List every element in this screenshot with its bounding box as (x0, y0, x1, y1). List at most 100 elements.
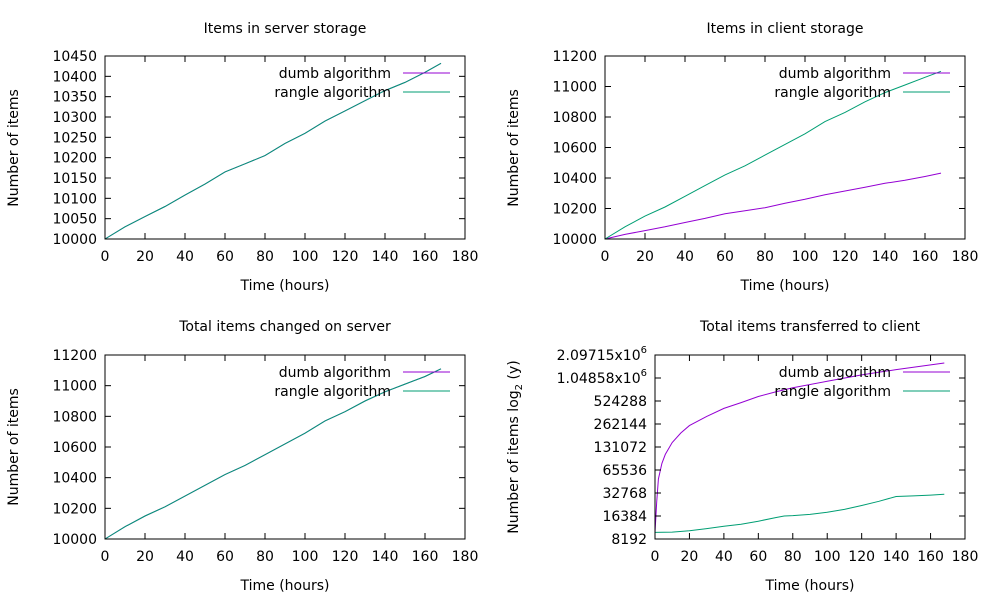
y-tick-label: 10000 (552, 232, 597, 248)
axis-ticks (104, 55, 466, 240)
axis-ticks (604, 55, 966, 240)
x-tick-label: 80 (256, 249, 274, 265)
plot-series (104, 368, 442, 540)
y-tick-label: 11000 (52, 379, 97, 395)
y-tick-label: 10250 (52, 130, 97, 146)
y-axis-label-main: Number of items log (506, 390, 522, 533)
chart-panel-changed-on-server: Total items changed on server 0 20 40 60 80 1… (6, 319, 478, 594)
series-line-dumb (604, 172, 942, 240)
x-tick-label: 40 (676, 249, 694, 265)
y-tick-label: 10400 (52, 471, 97, 487)
x-tick-label: 160 (912, 249, 939, 265)
y-tick-label: 10300 (52, 110, 97, 126)
y-tick-label: 10600 (552, 141, 597, 157)
x-tick-label: 40 (715, 549, 733, 565)
x-tick-label: 40 (176, 549, 194, 565)
y-tick-label: 10600 (52, 440, 97, 456)
x-tick-label: 160 (917, 549, 944, 565)
y-axis-label: Number of items (6, 89, 22, 207)
x-tick-label: 160 (412, 549, 439, 565)
legend-label-rangle: rangle algorithm (274, 85, 391, 101)
y-axis-label: Number of items (6, 388, 22, 506)
y-tick-label: 1.04858x106 (557, 368, 647, 387)
y-tick-label: 10000 (52, 532, 97, 548)
legend-label-rangle: rangle algorithm (774, 85, 891, 101)
chart-title: Items in client storage (707, 21, 864, 37)
y-tick-label: 10100 (52, 191, 97, 207)
chart-title: Total items transferred to client (699, 319, 920, 335)
x-tick-label: 0 (101, 549, 110, 565)
chart-legend: dumb algorithm rangle algorithm (774, 66, 950, 101)
chart-legend: dumb algorithm rangle algorithm (274, 365, 450, 400)
plot-frame (654, 354, 966, 540)
x-tick-label: 0 (601, 249, 610, 265)
x-axis-label: Time (hours) (765, 578, 855, 594)
y-tick-label: 10200 (552, 202, 597, 218)
x-tick-label: 100 (292, 249, 319, 265)
x-tick-label: 0 (101, 249, 110, 265)
x-tick-label: 100 (792, 249, 819, 265)
x-tick-labels: 0 20 40 60 80 100 120 140 160 180 (601, 249, 979, 265)
plot-frame (104, 55, 466, 240)
x-tick-label: 80 (784, 549, 802, 565)
y-tick-label: 10200 (52, 501, 97, 517)
legend-label-dumb: dumb algorithm (779, 365, 891, 381)
y-tick-label: 10400 (552, 171, 597, 187)
x-tick-label: 20 (136, 549, 154, 565)
x-axis-label: Time (hours) (240, 278, 330, 294)
plot-series (604, 70, 942, 240)
x-tick-label: 140 (883, 549, 910, 565)
series-line-rangle (604, 70, 942, 240)
y-tick-label: 16384 (602, 509, 647, 525)
y-tick-labels: 10000 10200 10400 10600 10800 11000 11200 (552, 49, 597, 248)
y-tick-label: 11000 (552, 80, 597, 96)
x-tick-labels: 0 20 40 60 80 100 120 140 160 180 (101, 549, 479, 565)
y-tick-label: 11200 (52, 348, 97, 364)
y-tick-label: 10000 (52, 232, 97, 248)
x-tick-label: 100 (814, 549, 841, 565)
y-tick-label: 65536 (602, 463, 647, 479)
plot-frame (604, 55, 966, 240)
y-tick-labels: 10000 10050 10100 10150 10200 10250 10300 10350… (52, 49, 97, 248)
x-tick-labels: 0 20 40 60 80 100 120 140 160 180 (651, 549, 979, 565)
x-tick-label: 60 (216, 549, 234, 565)
y-axis-label-tail: (y) (506, 360, 522, 384)
legend-label-dumb: dumb algorithm (779, 66, 891, 82)
x-tick-label: 120 (848, 549, 875, 565)
y-axis-label-subscript: 2 (514, 384, 525, 390)
x-tick-label: 180 (452, 249, 479, 265)
y-axis-label: Number of items (506, 89, 522, 207)
x-tick-label: 160 (412, 249, 439, 265)
x-tick-label: 140 (372, 549, 399, 565)
x-tick-label: 120 (832, 249, 859, 265)
chart-title: Items in server storage (204, 21, 367, 37)
plot-frame (104, 354, 466, 540)
chart-legend: dumb algorithm rangle algorithm (774, 365, 950, 400)
y-axis-label-log: Number of items log2 (y) (506, 360, 525, 533)
x-tick-label: 60 (216, 249, 234, 265)
x-tick-label: 20 (681, 549, 699, 565)
x-tick-label: 60 (716, 249, 734, 265)
series-line-rangle (654, 493, 945, 533)
x-tick-label: 120 (332, 549, 359, 565)
chart-panel-server-storage: Items in server storage 0 20 40 60 80 100 120 1… (6, 21, 478, 294)
x-tick-label: 80 (256, 549, 274, 565)
x-tick-label: 80 (756, 249, 774, 265)
x-tick-label: 180 (952, 549, 979, 565)
legend-label-dumb: dumb algorithm (279, 66, 391, 82)
y-tick-label: 10450 (52, 49, 97, 65)
legend-label-rangle: rangle algorithm (274, 384, 391, 400)
plot-series (104, 62, 442, 240)
y-tick-label: 10200 (52, 151, 97, 167)
series-line-rangle (104, 62, 442, 240)
legend-label-rangle: rangle algorithm (774, 384, 891, 400)
y-tick-label: 32768 (602, 486, 647, 502)
chart-panel-transferred-to-client: Total items transferred to client 0 20 40 6… (506, 319, 978, 594)
chart-title: Total items changed on server (178, 319, 391, 335)
y-tick-labels: 10000 10200 10400 10600 10800 11000 11200 (52, 348, 97, 548)
series-line-dumb (654, 362, 945, 533)
chart-legend: dumb algorithm rangle algorithm (274, 66, 450, 101)
y-tick-label: 10800 (52, 409, 97, 425)
x-tick-label: 60 (749, 549, 767, 565)
